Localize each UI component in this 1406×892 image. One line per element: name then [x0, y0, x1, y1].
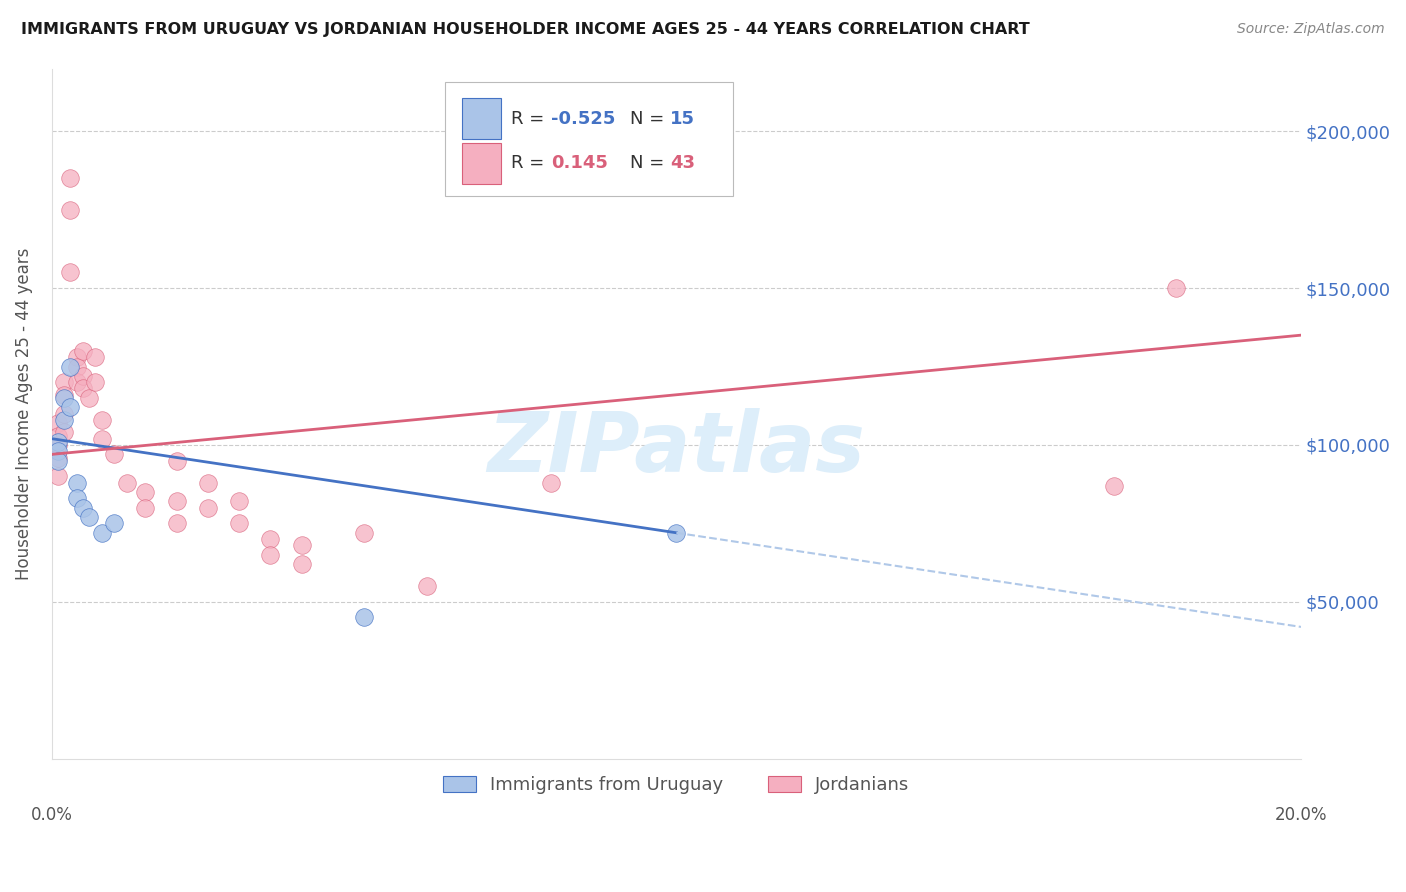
Text: 0.0%: 0.0% [31, 805, 73, 823]
Point [291, 538, 314, 552]
Point [90, 413, 112, 427]
FancyBboxPatch shape [461, 143, 502, 184]
Point [166, 516, 188, 531]
Text: ZIPatlas: ZIPatlas [488, 408, 865, 489]
Point [353, 610, 375, 624]
Point [166, 453, 188, 467]
Text: 0.145: 0.145 [551, 154, 609, 172]
Point [53, 425, 76, 440]
Point [540, 475, 562, 490]
Point [66, 359, 89, 374]
Text: N =: N = [630, 110, 671, 128]
Point [46, 438, 69, 452]
Point [66, 491, 89, 506]
Point [72, 368, 94, 383]
Point [59, 401, 82, 415]
Legend: Immigrants from Uruguay, Jordanians: Immigrants from Uruguay, Jordanians [436, 769, 917, 801]
Point [53, 413, 76, 427]
Text: -0.525: -0.525 [551, 110, 616, 128]
Point [84, 375, 107, 389]
Point [103, 516, 125, 531]
Point [415, 579, 437, 593]
Point [72, 343, 94, 358]
Point [228, 516, 250, 531]
Point [46, 469, 69, 483]
Point [66, 350, 89, 364]
FancyBboxPatch shape [461, 98, 502, 139]
Point [72, 382, 94, 396]
Text: 43: 43 [671, 154, 695, 172]
Point [228, 494, 250, 508]
Point [90, 525, 112, 540]
Y-axis label: Householder Income Ages 25 - 44 years: Householder Income Ages 25 - 44 years [15, 247, 32, 580]
Text: R =: R = [512, 110, 551, 128]
Point [291, 557, 314, 571]
Point [84, 350, 107, 364]
Point [1102, 479, 1125, 493]
Point [197, 475, 219, 490]
Point [665, 525, 688, 540]
Point [197, 500, 219, 515]
Point [90, 432, 112, 446]
FancyBboxPatch shape [446, 82, 733, 196]
Point [59, 359, 82, 374]
Point [66, 475, 89, 490]
Point [103, 447, 125, 461]
Point [46, 444, 69, 458]
Point [46, 453, 69, 467]
Text: 20.0%: 20.0% [1275, 805, 1327, 823]
Point [53, 375, 76, 389]
Text: R =: R = [512, 154, 551, 172]
Point [53, 388, 76, 402]
Point [46, 450, 69, 465]
Point [134, 500, 156, 515]
Point [46, 416, 69, 430]
Point [46, 434, 69, 449]
Point [134, 485, 156, 500]
Point [66, 375, 89, 389]
Point [72, 500, 94, 515]
Point [59, 202, 82, 217]
Text: N =: N = [630, 154, 671, 172]
Point [59, 265, 82, 279]
Point [259, 548, 281, 562]
Point [1164, 281, 1187, 295]
Text: 15: 15 [671, 110, 695, 128]
Point [353, 525, 375, 540]
Point [259, 532, 281, 546]
Point [53, 407, 76, 421]
Point [77, 391, 100, 405]
Point [166, 494, 188, 508]
Point [59, 171, 82, 186]
Text: Source: ZipAtlas.com: Source: ZipAtlas.com [1237, 22, 1385, 37]
Point [77, 510, 100, 524]
Point [115, 475, 138, 490]
Point [46, 428, 69, 442]
Point [53, 391, 76, 405]
Text: IMMIGRANTS FROM URUGUAY VS JORDANIAN HOUSEHOLDER INCOME AGES 25 - 44 YEARS CORRE: IMMIGRANTS FROM URUGUAY VS JORDANIAN HOU… [21, 22, 1029, 37]
